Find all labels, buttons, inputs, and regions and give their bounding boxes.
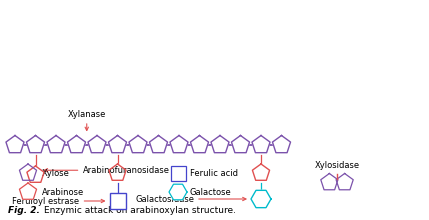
- Polygon shape: [170, 136, 188, 153]
- Text: Galactose: Galactose: [190, 187, 232, 196]
- Text: Enzymic attack on arabinoxylan structure.: Enzymic attack on arabinoxylan structure…: [44, 205, 236, 214]
- Polygon shape: [169, 184, 187, 200]
- Polygon shape: [67, 136, 85, 153]
- Polygon shape: [170, 165, 185, 180]
- Text: Fig. 2.: Fig. 2.: [8, 205, 40, 214]
- Text: Arabinose: Arabinose: [42, 187, 84, 196]
- Polygon shape: [251, 190, 271, 208]
- Polygon shape: [321, 174, 338, 190]
- Polygon shape: [252, 136, 270, 153]
- Text: Xylose: Xylose: [42, 169, 70, 178]
- Text: Galactosidase: Galactosidase: [135, 194, 194, 204]
- Polygon shape: [272, 136, 290, 153]
- Polygon shape: [129, 136, 147, 153]
- Polygon shape: [19, 164, 36, 180]
- Polygon shape: [88, 136, 106, 153]
- Text: Arabinofuranosidase: Arabinofuranosidase: [82, 166, 169, 175]
- Polygon shape: [149, 136, 168, 153]
- Polygon shape: [211, 136, 229, 153]
- Polygon shape: [336, 174, 353, 190]
- Polygon shape: [19, 183, 36, 199]
- Polygon shape: [6, 136, 24, 153]
- Polygon shape: [27, 136, 45, 153]
- Text: Xylanase: Xylanase: [67, 110, 106, 119]
- Polygon shape: [109, 136, 127, 153]
- Polygon shape: [27, 166, 44, 182]
- Polygon shape: [47, 136, 65, 153]
- Polygon shape: [190, 136, 208, 153]
- Text: Ferulic acid: Ferulic acid: [190, 169, 238, 178]
- Polygon shape: [232, 136, 250, 153]
- Text: Feruloyl estrase: Feruloyl estrase: [12, 196, 79, 205]
- Polygon shape: [252, 164, 269, 180]
- Text: Xylosidase: Xylosidase: [314, 161, 360, 169]
- Polygon shape: [109, 193, 126, 209]
- Polygon shape: [109, 164, 126, 180]
